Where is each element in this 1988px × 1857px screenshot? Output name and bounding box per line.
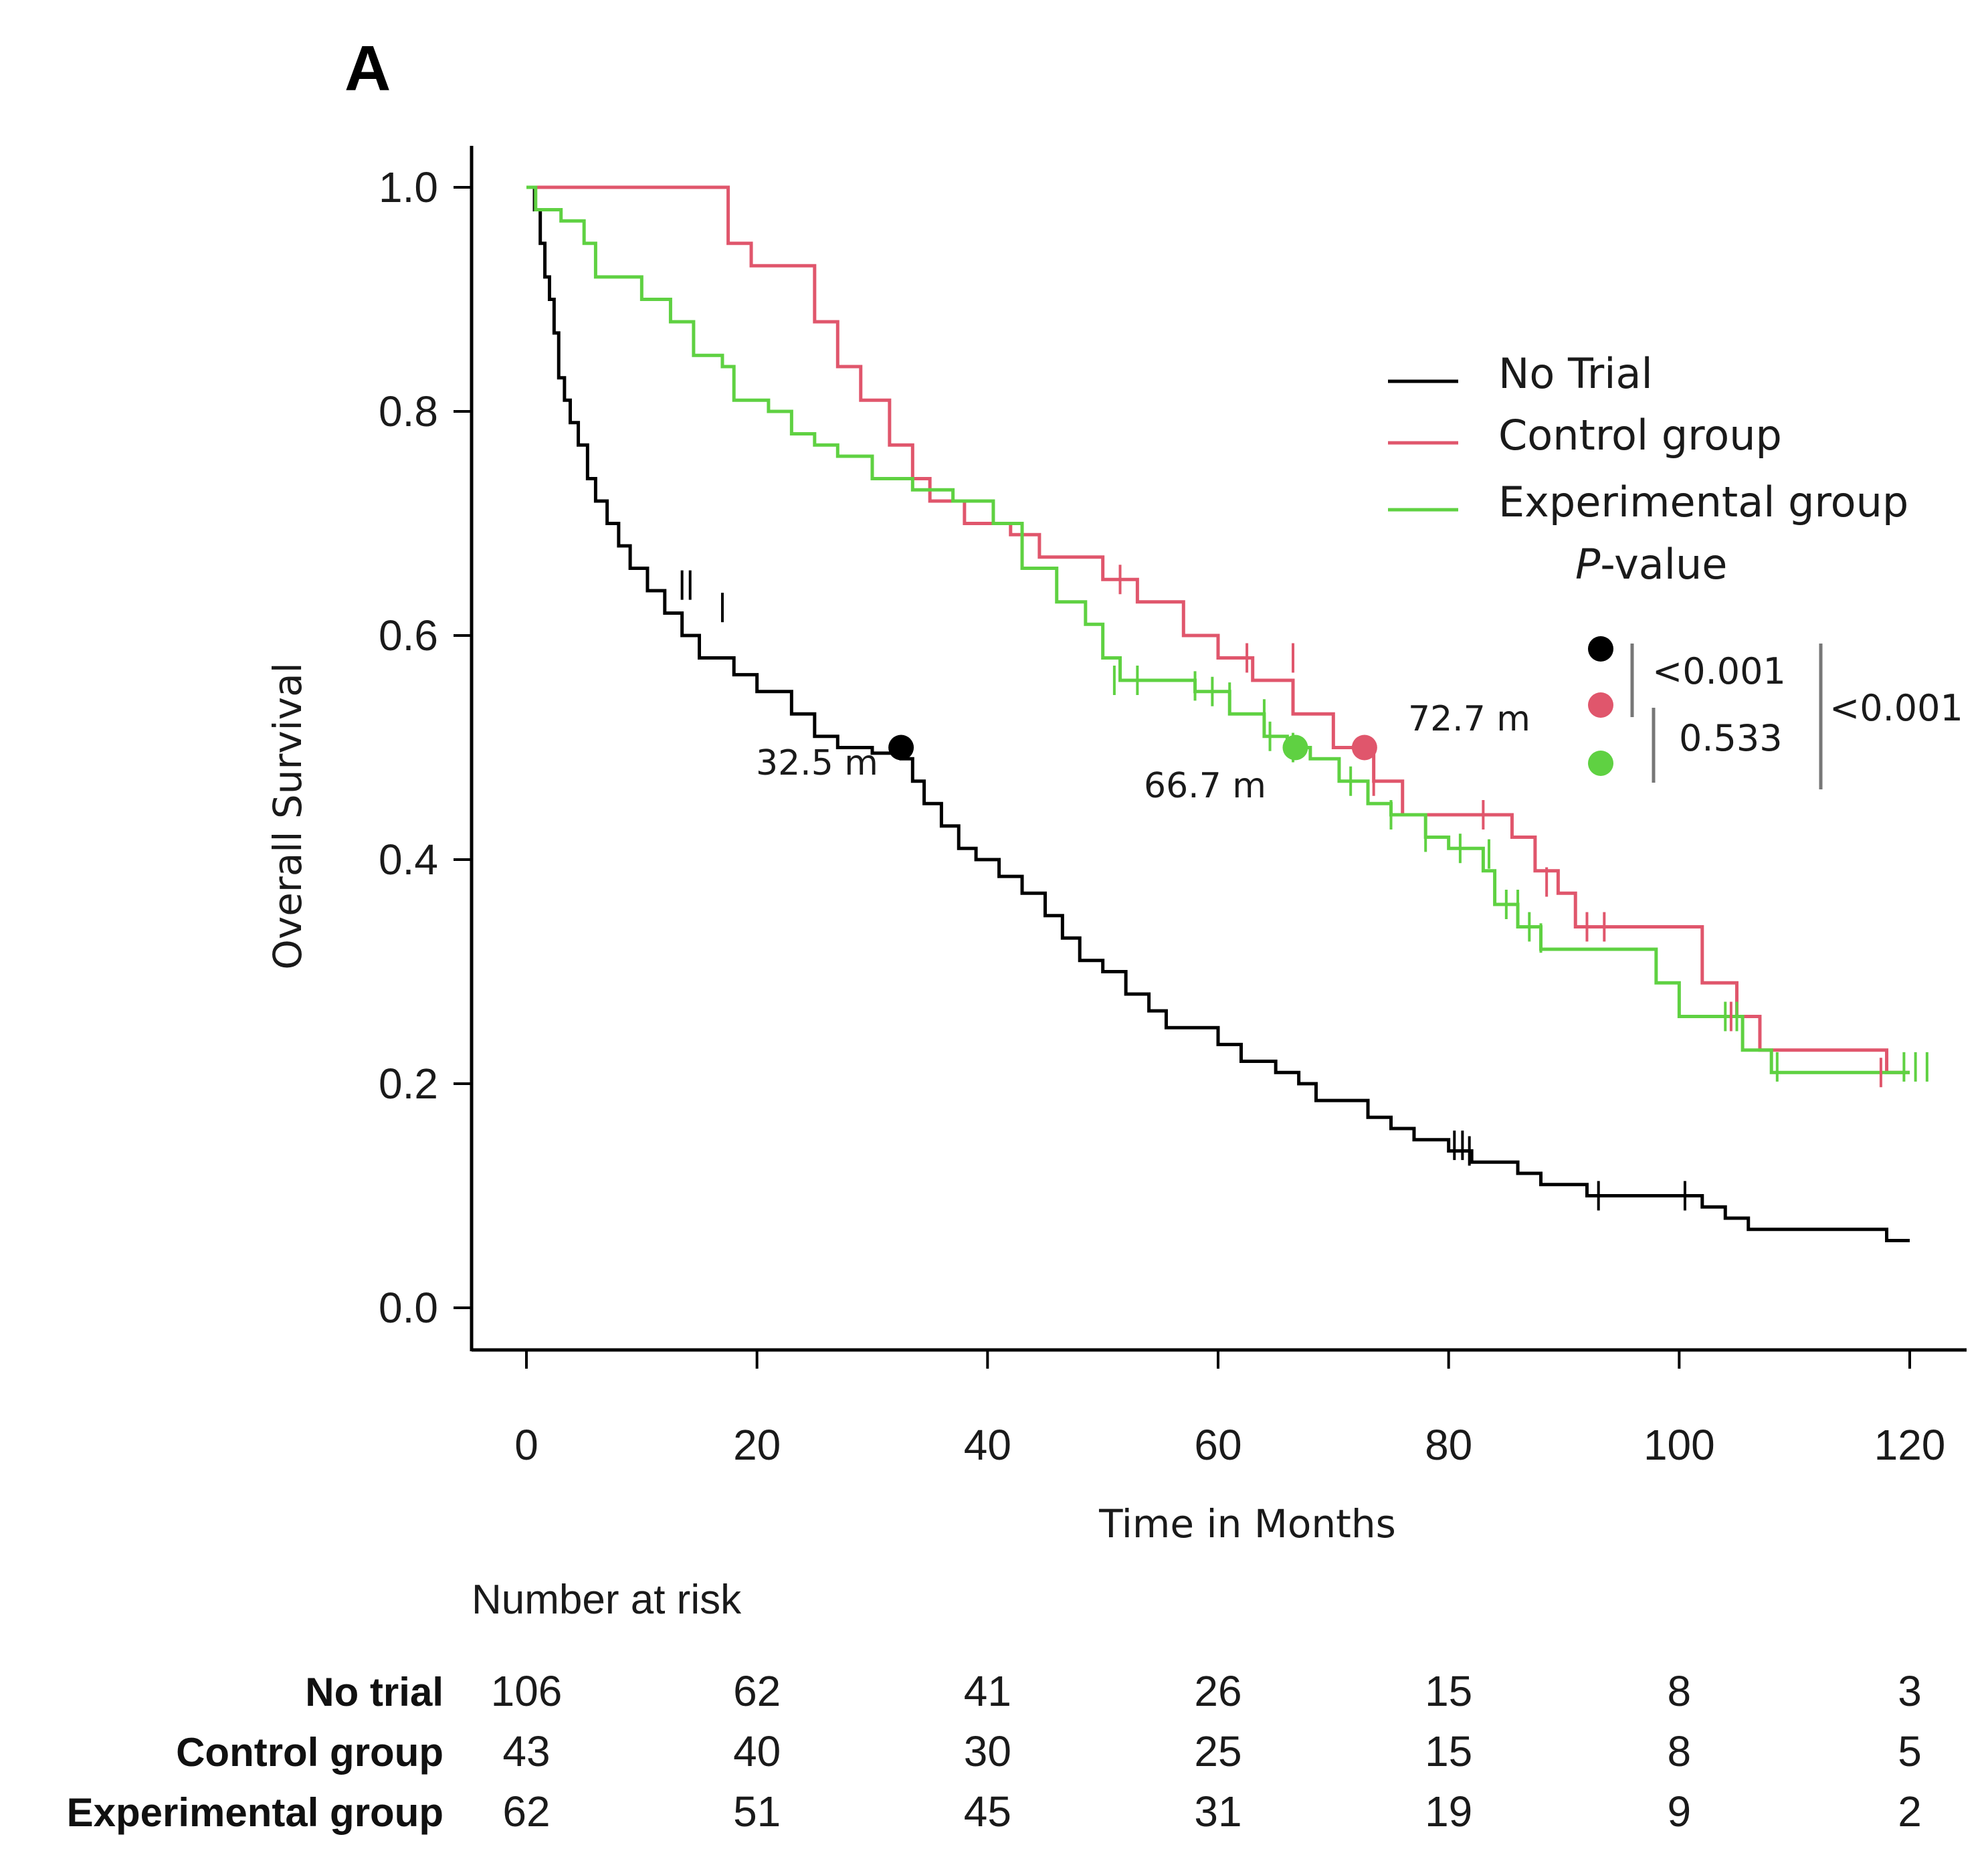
censor-marks <box>680 565 1928 1211</box>
median-point-control-group <box>1351 735 1377 761</box>
risk-table: Number at risk No trial 106 62 41 26 15 8 3 Cont… <box>67 1577 1922 1836</box>
x-tick-label: 40 <box>964 1421 1011 1469</box>
risk-value: 62 <box>502 1787 550 1836</box>
median-point-experimental-group <box>1282 735 1308 761</box>
pvalue-title-rest: -value <box>1600 540 1727 589</box>
median-label-no-trial: 32.5 m <box>756 743 878 783</box>
risk-table-title: Number at risk <box>472 1577 742 1623</box>
risk-value: 9 <box>1668 1787 1692 1836</box>
pvalue-dot-control <box>1588 692 1613 718</box>
risk-value: 40 <box>733 1727 781 1775</box>
x-tick-label: 100 <box>1644 1421 1715 1469</box>
risk-row-label: Control group <box>176 1730 443 1775</box>
x-tick-label: 120 <box>1874 1421 1946 1469</box>
y-tick-label: 0.8 <box>379 387 438 435</box>
x-tick-label: 20 <box>733 1421 781 1469</box>
y-tick-label: 0.6 <box>379 611 438 660</box>
legend: No Trial Control group Experimental grou… <box>1388 349 1908 526</box>
risk-row-label: No trial <box>305 1670 443 1715</box>
pvalue-title: P-value <box>1575 540 1727 589</box>
risk-value: 2 <box>1898 1787 1922 1836</box>
x-tick-label: 0 <box>514 1421 538 1469</box>
x-tick-label: 60 <box>1194 1421 1241 1469</box>
risk-value: 41 <box>964 1667 1011 1715</box>
legend-label-control: Control group <box>1498 411 1782 460</box>
risk-value: 43 <box>502 1727 550 1775</box>
panel-label: A <box>344 33 391 104</box>
legend-label-experimental: Experimental group <box>1498 478 1908 526</box>
median-markers <box>888 735 1377 761</box>
pvalue-title-italic: P <box>1575 540 1601 589</box>
median-point-no-trial <box>888 735 914 761</box>
survival-curves <box>526 185 1910 1242</box>
y-tick-label: 1.0 <box>379 163 438 211</box>
x-ticks: 0 20 40 60 80 100 120 <box>514 1350 1945 1469</box>
risk-value: 15 <box>1425 1667 1472 1715</box>
pvalue-dot-experimental <box>1588 751 1613 776</box>
y-axis-title: Overall Survival <box>265 662 310 970</box>
curve-experimental-group <box>526 185 1910 1074</box>
pvalue-control-vs-experimental: 0.533 <box>1679 717 1783 759</box>
y-tick-label: 0.2 <box>379 1060 438 1108</box>
axes: 0.0 0.2 0.4 0.6 0.8 1.0 0 20 40 60 80 100 120 <box>379 146 1967 1469</box>
x-axis-title: Time in Months <box>1098 1501 1396 1547</box>
risk-value: 15 <box>1425 1727 1472 1775</box>
risk-value: 8 <box>1668 1727 1692 1775</box>
median-label-control: 72.7 m <box>1408 699 1530 739</box>
y-ticks: 0.0 0.2 0.4 0.6 0.8 1.0 <box>379 163 472 1332</box>
risk-value: 25 <box>1194 1727 1241 1775</box>
risk-value: 8 <box>1668 1667 1692 1715</box>
risk-row-label: Experimental group <box>67 1790 443 1835</box>
curve-no-trial <box>526 185 1910 1242</box>
risk-value: 45 <box>964 1787 1011 1836</box>
risk-value: 26 <box>1194 1667 1241 1715</box>
risk-value: 30 <box>964 1727 1011 1775</box>
pvalue-block: P-value <0.001 0.533 <0.001 <box>1575 540 1963 789</box>
x-tick-label: 80 <box>1425 1421 1472 1469</box>
risk-value: 31 <box>1194 1787 1241 1836</box>
risk-value: 19 <box>1425 1787 1472 1836</box>
risk-value: 62 <box>733 1667 781 1715</box>
pvalue-no-trial-vs-control: <0.001 <box>1652 650 1786 692</box>
pvalue-no-trial-vs-experimental: <0.001 <box>1829 687 1963 729</box>
pvalue-dot-no-trial <box>1588 636 1613 662</box>
risk-value: 51 <box>733 1787 781 1836</box>
curve-control-group <box>526 185 1910 1074</box>
median-label-experimental: 66.7 m <box>1144 766 1266 806</box>
risk-value: 3 <box>1898 1667 1922 1715</box>
risk-value: 106 <box>491 1667 563 1715</box>
legend-label-no-trial: No Trial <box>1498 349 1653 398</box>
y-tick-label: 0.4 <box>379 836 438 884</box>
risk-rows: No trial 106 62 41 26 15 8 3 Control group 43 40 30… <box>67 1667 1922 1836</box>
risk-value: 5 <box>1898 1727 1922 1775</box>
y-tick-label: 0.0 <box>379 1284 438 1332</box>
